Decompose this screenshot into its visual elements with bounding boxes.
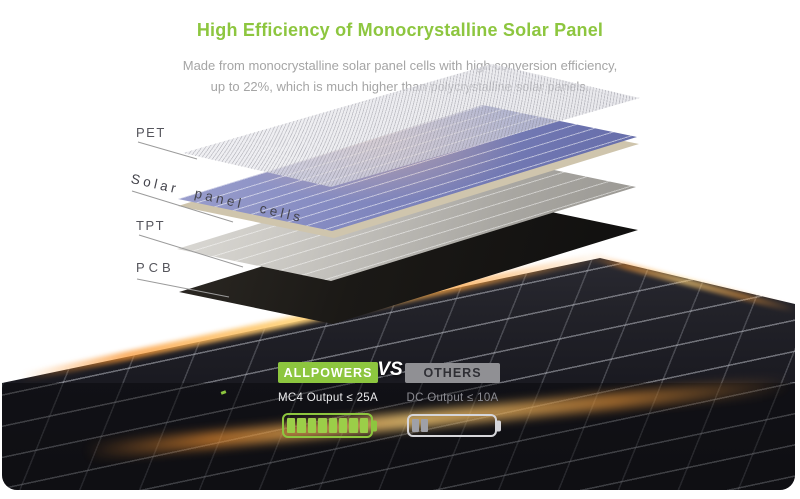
- battery-segment: [328, 418, 337, 433]
- brand-badge: ALLPOWERS: [278, 362, 378, 383]
- vs-label: VS: [377, 359, 403, 380]
- battery-segment: [412, 419, 419, 432]
- battery-low-icon: [407, 414, 497, 437]
- competitor-badge: OTHERS: [405, 363, 500, 383]
- tpt-label: TPT: [136, 218, 166, 233]
- battery-segment: [318, 418, 327, 433]
- battery-segment: [421, 419, 428, 432]
- battery-segment: [297, 418, 306, 433]
- battery-segment: [349, 418, 358, 433]
- pcb-label: PCB: [136, 260, 175, 275]
- brand-output-label: MC4 Output ≤ 25A: [278, 392, 378, 404]
- battery-segment: [287, 418, 296, 433]
- battery-full-icon: [282, 413, 373, 438]
- leader-line-pet: [137, 141, 198, 160]
- battery-segment: [338, 418, 348, 433]
- pet-label: PET: [136, 125, 166, 140]
- competitor-output-label: DC Output ≤ 10A: [406, 392, 499, 404]
- subtitle-line-1: Made from monocrystalline solar panel ce…: [182, 58, 618, 73]
- battery-segment: [359, 418, 368, 433]
- battery-segment: [307, 418, 317, 433]
- page-title: High Efficiency of Monocrystalline Solar…: [196, 20, 604, 40]
